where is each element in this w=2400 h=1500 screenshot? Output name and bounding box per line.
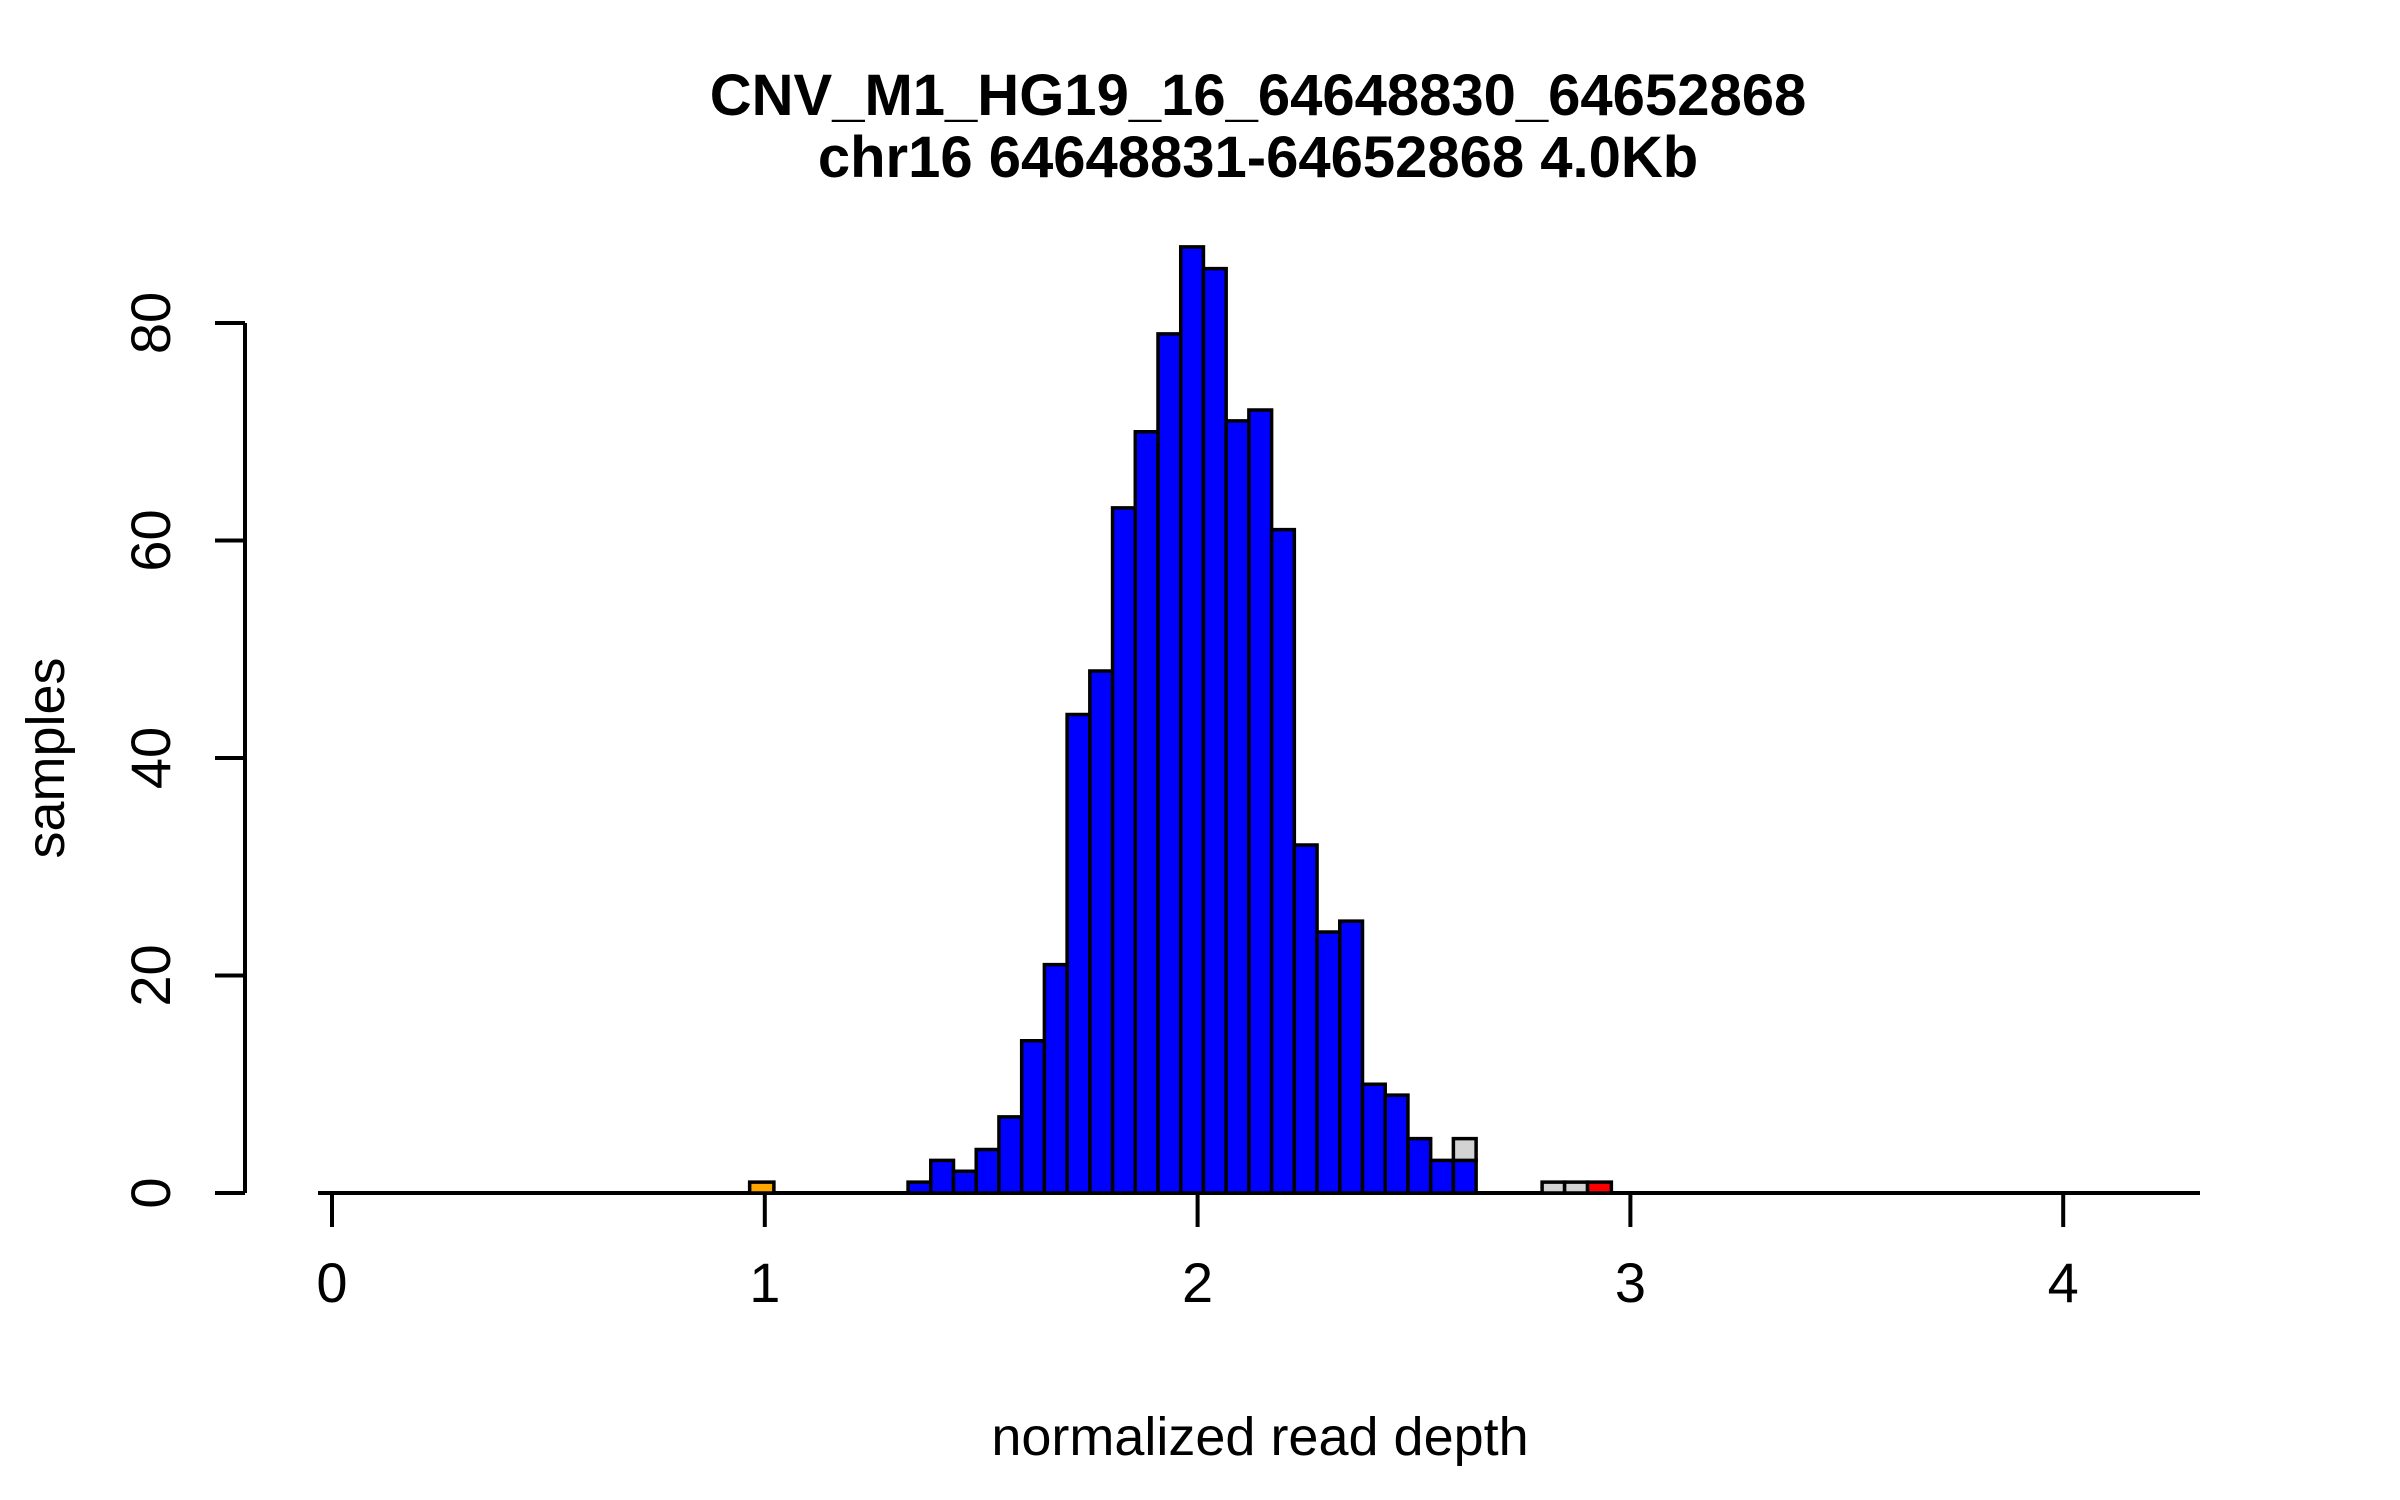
histogram-bar	[929, 1158, 956, 1195]
histogram-bar	[1315, 930, 1342, 1195]
histogram-bar	[1247, 408, 1274, 1195]
y-axis-title: samples	[16, 657, 76, 858]
y-tick-label: 60	[119, 509, 182, 571]
histogram-bar	[1292, 843, 1319, 1195]
x-tick-label: 1	[749, 1251, 780, 1314]
histogram-bar	[1451, 1158, 1478, 1195]
histogram-bar	[1065, 712, 1092, 1195]
plot-title-line1: CNV_M1_HG19_16_64648830_64652868	[710, 63, 1806, 128]
histogram-bar	[997, 1115, 1024, 1195]
y-tick-label: 20	[119, 944, 182, 1006]
histogram-bar	[1110, 506, 1138, 1195]
y-tick-label: 80	[119, 292, 182, 354]
y-tick-label: 40	[119, 727, 182, 789]
histogram-bar	[974, 1147, 1001, 1195]
histogram-bar	[951, 1169, 978, 1195]
histogram-bar	[1338, 919, 1365, 1195]
x-axis-title: normalized read depth	[991, 1407, 1528, 1467]
red-sample-bar	[1585, 1180, 1614, 1195]
histogram-bar	[1201, 266, 1228, 1195]
histogram-bar	[1088, 669, 1115, 1195]
x-tick-label: 3	[1615, 1251, 1646, 1314]
plot-title-line2: chr16 64648831-64652868 4.0Kb	[818, 125, 1698, 190]
histogram-bars-group	[747, 245, 1614, 1195]
histogram-bar	[1224, 419, 1251, 1195]
histogram-bar	[1133, 430, 1160, 1195]
x-tick-label: 2	[1182, 1251, 1213, 1314]
histogram-bar	[1019, 1039, 1047, 1195]
gray-sample-bar-2	[1562, 1180, 1590, 1195]
histogram-bar	[1383, 1093, 1410, 1195]
x-tick-label: 4	[2048, 1251, 2079, 1314]
histogram-bar	[1156, 332, 1183, 1195]
histogram-bar	[1042, 962, 1069, 1195]
gray-sample-bar-1	[1540, 1180, 1567, 1195]
histogram-bar	[1428, 1158, 1456, 1195]
histogram-bar	[1360, 1082, 1387, 1195]
orange-sample-bar	[747, 1180, 776, 1195]
gray-cap-on-last-blue-bin	[1451, 1136, 1478, 1163]
histogram-bar	[1269, 527, 1297, 1195]
histogram-bar	[1406, 1136, 1433, 1195]
histogram-bar	[906, 1180, 933, 1195]
x-tick-label: 0	[316, 1251, 347, 1314]
histogram-bar	[1178, 245, 1206, 1195]
y-tick-label: 0	[119, 1177, 182, 1208]
